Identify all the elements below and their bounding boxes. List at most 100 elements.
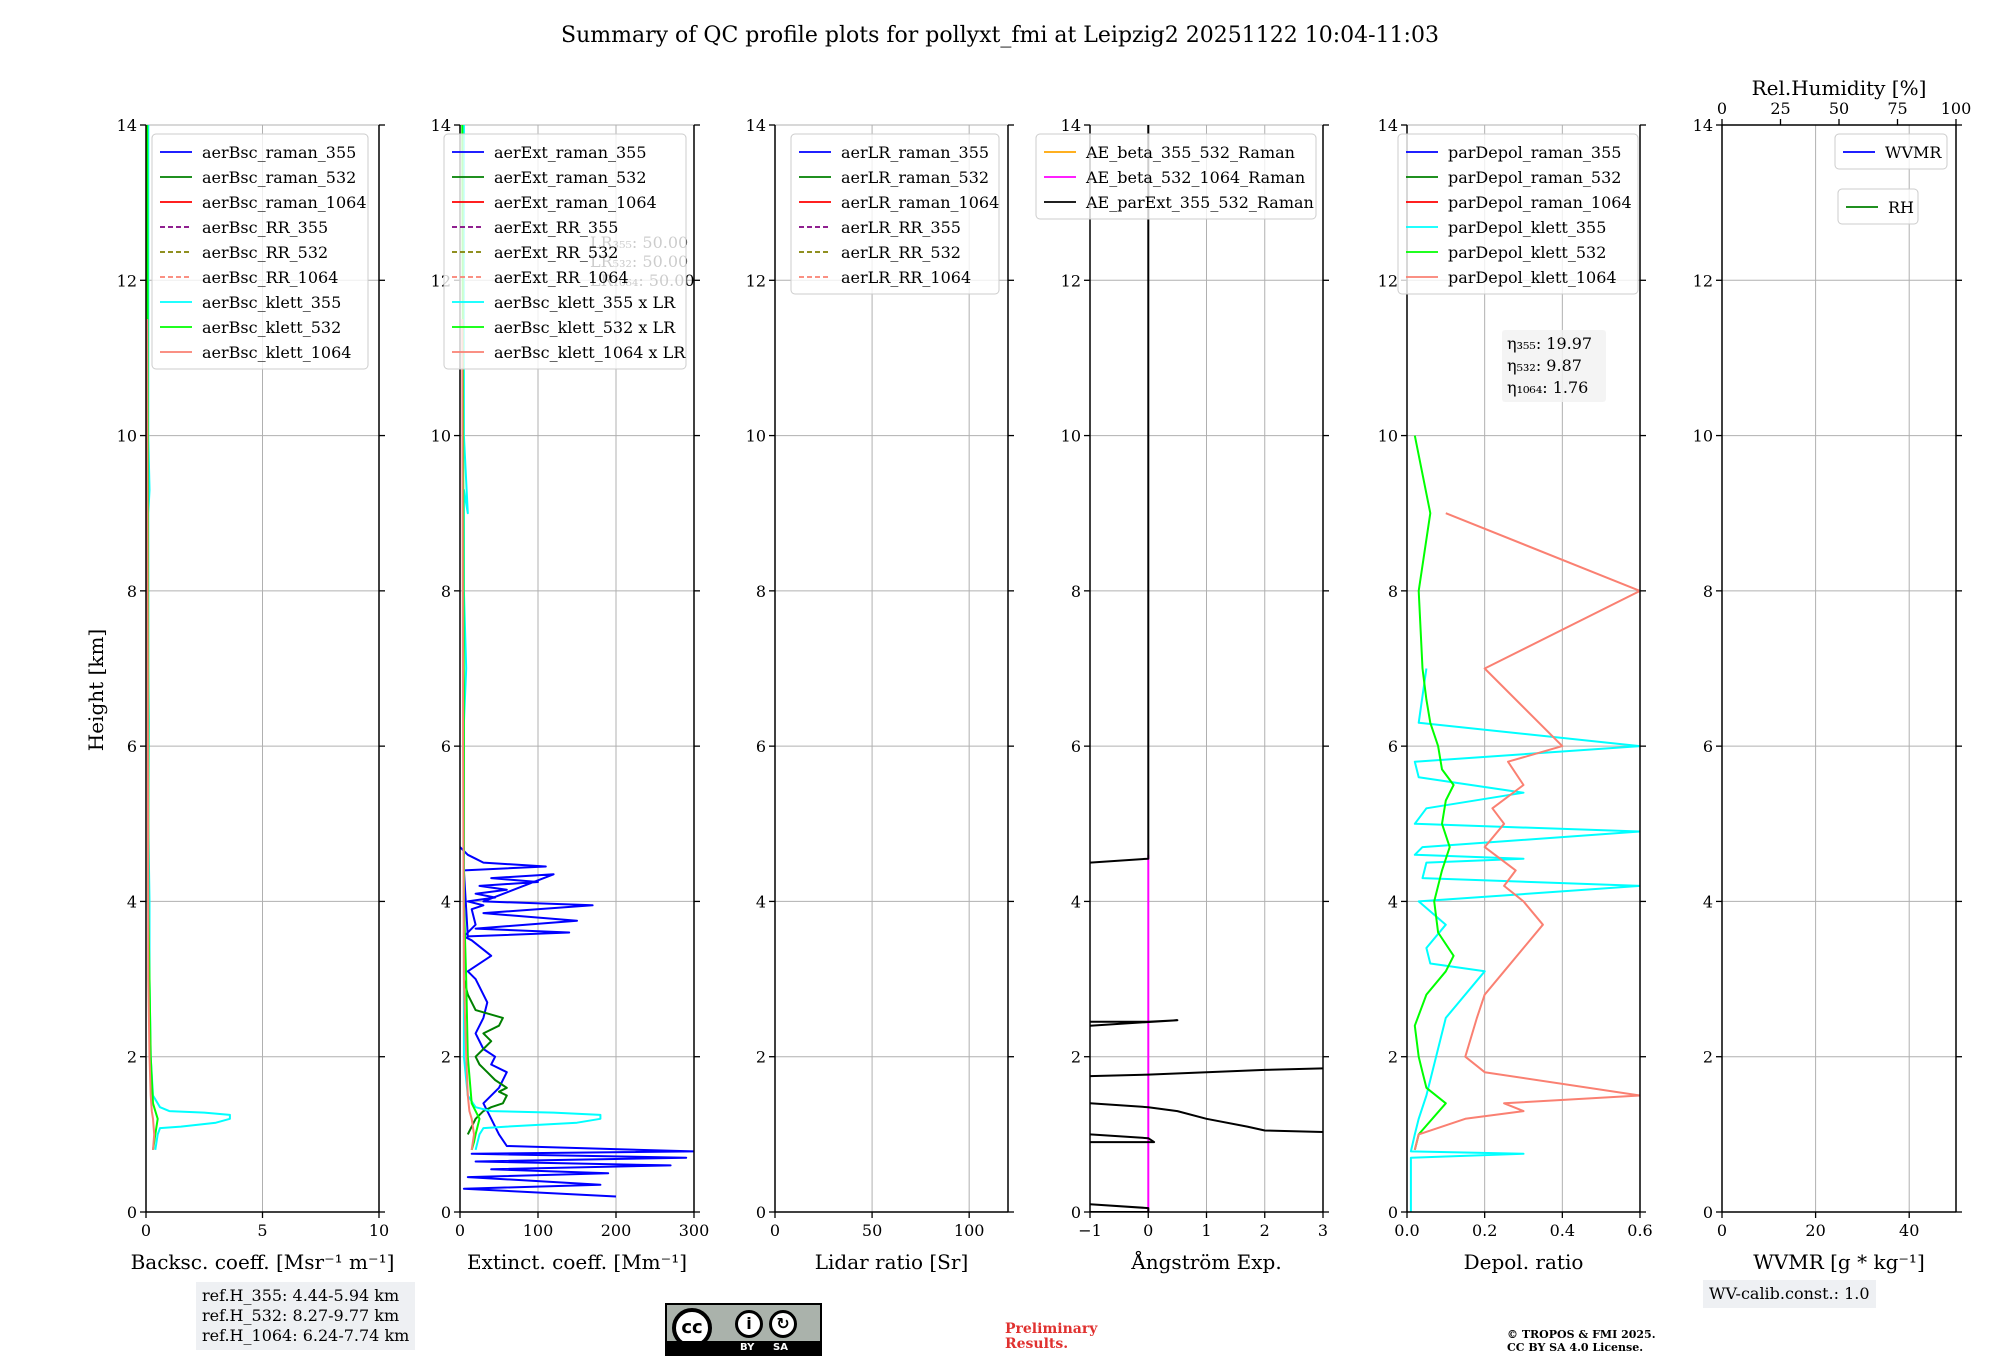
series-parDepol_klett_355 bbox=[1409, 668, 1640, 1212]
cc-sa-label: SA bbox=[773, 1342, 788, 1353]
legend-label: aerBsc_RR_355 bbox=[202, 218, 328, 237]
y-tick-label: 14 bbox=[431, 116, 451, 135]
copyright-line-1: © TROPOS & FMI 2025. bbox=[1507, 1328, 1656, 1341]
eta-text: η₅₃₂: 9.87 bbox=[1507, 356, 1582, 375]
preliminary-note: Preliminary Results. bbox=[1005, 1322, 1097, 1352]
y-tick-label: 12 bbox=[1693, 271, 1713, 290]
legend-label: aerExt_raman_355 bbox=[494, 143, 647, 162]
top-x-tick-label: 100 bbox=[1941, 99, 1972, 118]
x-tick-label: 1 bbox=[1201, 1221, 1211, 1240]
legend-label: aerBsc_raman_355 bbox=[202, 143, 356, 162]
x-tick-label: 0.2 bbox=[1472, 1221, 1497, 1240]
top-x-tick-label: 25 bbox=[1770, 99, 1790, 118]
y-tick-label: 12 bbox=[117, 271, 137, 290]
top-x-axis-label: Rel.Humidity [%] bbox=[1752, 76, 1927, 100]
share-alike-icon: ↻ bbox=[769, 1310, 797, 1338]
legend-label: aerBsc_klett_532 x LR bbox=[494, 318, 676, 337]
legend-label: aerExt_RR_1064 bbox=[494, 268, 629, 287]
legend-label: parDepol_raman_1064 bbox=[1448, 193, 1632, 212]
x-axis-label: Depol. ratio bbox=[1464, 1250, 1584, 1274]
legend-box bbox=[443, 133, 687, 370]
legend-label: AE_beta_532_1064_Raman bbox=[1085, 168, 1305, 187]
y-tick-label: 14 bbox=[746, 116, 766, 135]
legend-label: aerBsc_RR_1064 bbox=[202, 268, 338, 287]
y-tick-label: 8 bbox=[127, 582, 137, 601]
y-tick-label: 2 bbox=[756, 1048, 766, 1067]
legend-label: aerBsc_klett_532 bbox=[202, 318, 341, 337]
panel-depol: 0 2 4 6 8 10 12 14 0.0 0.2 0.4 0.6 Depol. ratio η₃₅₅:… bbox=[1378, 116, 1653, 1274]
legend-label: AE_parExt_355_532_Raman bbox=[1085, 193, 1314, 212]
x-tick-label: 100 bbox=[523, 1221, 554, 1240]
x-tick-label: 0 bbox=[1143, 1221, 1153, 1240]
x-tick-label: 300 bbox=[679, 1221, 710, 1240]
ref-height-355: ref.H_355: 4.44-5.94 km bbox=[202, 1286, 400, 1305]
y-tick-label: 12 bbox=[1378, 271, 1398, 290]
copyright-line-2: CC BY SA 4.0 License. bbox=[1507, 1341, 1644, 1354]
x-tick-label: 200 bbox=[601, 1221, 632, 1240]
legend-box bbox=[1035, 133, 1317, 220]
figure-title: Summary of QC profile plots for pollyxt_… bbox=[561, 23, 1439, 48]
y-tick-label: 6 bbox=[1703, 737, 1713, 756]
eta-text: η₃₅₅: 19.97 bbox=[1507, 334, 1592, 353]
x-axis-label: Backsc. coeff. [Msr⁻¹ m⁻¹] bbox=[131, 1250, 395, 1274]
cc-by-label: BY bbox=[740, 1342, 755, 1353]
x-tick-label: 10 bbox=[369, 1221, 389, 1240]
y-tick-label: 0 bbox=[756, 1203, 766, 1222]
y-tick-label: 6 bbox=[1388, 737, 1398, 756]
y-tick-label: 8 bbox=[1703, 582, 1713, 601]
legend-box bbox=[1397, 133, 1639, 295]
series-parDepol_klett_1064 bbox=[1413, 512, 1640, 1151]
y-tick-label: 6 bbox=[441, 737, 451, 756]
wv-calibration-box: WV-calib.const.: 1.0 bbox=[1703, 1280, 1876, 1308]
y-tick-label: 0 bbox=[1388, 1203, 1398, 1222]
x-tick-label: 40 bbox=[1899, 1221, 1919, 1240]
y-tick-label: 14 bbox=[1061, 116, 1081, 135]
series-group bbox=[1409, 435, 1640, 1212]
x-tick-label: 20 bbox=[1805, 1221, 1825, 1240]
legend-label: aerExt_raman_532 bbox=[494, 168, 647, 187]
legend-label: aerBsc_raman_1064 bbox=[202, 193, 367, 212]
y-tick-label: 10 bbox=[117, 427, 137, 446]
y-tick-label: 14 bbox=[117, 116, 137, 135]
series-aerBsc_klett_1064 bbox=[146, 319, 156, 1150]
y-tick-label: 4 bbox=[127, 892, 137, 911]
series-aerExt_raman_355 bbox=[460, 846, 694, 1198]
legend-label: aerExt_RR_355 bbox=[494, 218, 618, 237]
y-tick-label: 10 bbox=[1693, 427, 1713, 446]
legend-label: parDepol_klett_532 bbox=[1448, 243, 1606, 262]
copyright-note: © TROPOS & FMI 2025. CC BY SA 4.0 Licens… bbox=[1507, 1328, 1656, 1354]
series-parDepol_klett_532 bbox=[1413, 435, 1455, 1151]
x-tick-label: 50 bbox=[862, 1221, 882, 1240]
x-axis-label: Lidar ratio [Sr] bbox=[815, 1250, 969, 1274]
y-tick-label: 0 bbox=[127, 1203, 137, 1222]
y-tick-label: 2 bbox=[441, 1048, 451, 1067]
y-tick-label: 0 bbox=[1703, 1203, 1713, 1222]
y-tick-label: 8 bbox=[1388, 582, 1398, 601]
x-tick-label: 2 bbox=[1260, 1221, 1270, 1240]
legend-label: aerExt_RR_532 bbox=[494, 243, 618, 262]
series-group bbox=[1090, 125, 1323, 1212]
legend-label: parDepol_raman_532 bbox=[1448, 168, 1621, 187]
y-tick-label: 4 bbox=[1388, 892, 1398, 911]
legend-label: aerLR_raman_355 bbox=[841, 143, 989, 162]
y-tick-label: 14 bbox=[1693, 116, 1713, 135]
ref-height-532: ref.H_532: 8.27-9.77 km bbox=[202, 1306, 400, 1325]
y-axis-label: Height [km] bbox=[84, 629, 108, 751]
series-group bbox=[146, 125, 231, 1151]
x-tick-label: 3 bbox=[1318, 1221, 1328, 1240]
y-tick-label: 2 bbox=[1071, 1048, 1081, 1067]
legend-box bbox=[790, 133, 1000, 295]
cc-badge-bar bbox=[667, 1341, 820, 1354]
y-tick-label: 10 bbox=[1378, 427, 1398, 446]
legend-label: aerBsc_klett_355 x LR bbox=[494, 293, 676, 312]
ref-height-1064: ref.H_1064: 6.24-7.74 km bbox=[202, 1326, 410, 1345]
legend-label: aerLR_RR_1064 bbox=[841, 268, 971, 287]
y-tick-label: 10 bbox=[746, 427, 766, 446]
legend-label: AE_beta_355_532_Raman bbox=[1085, 143, 1295, 162]
x-tick-label: −1 bbox=[1078, 1221, 1102, 1240]
